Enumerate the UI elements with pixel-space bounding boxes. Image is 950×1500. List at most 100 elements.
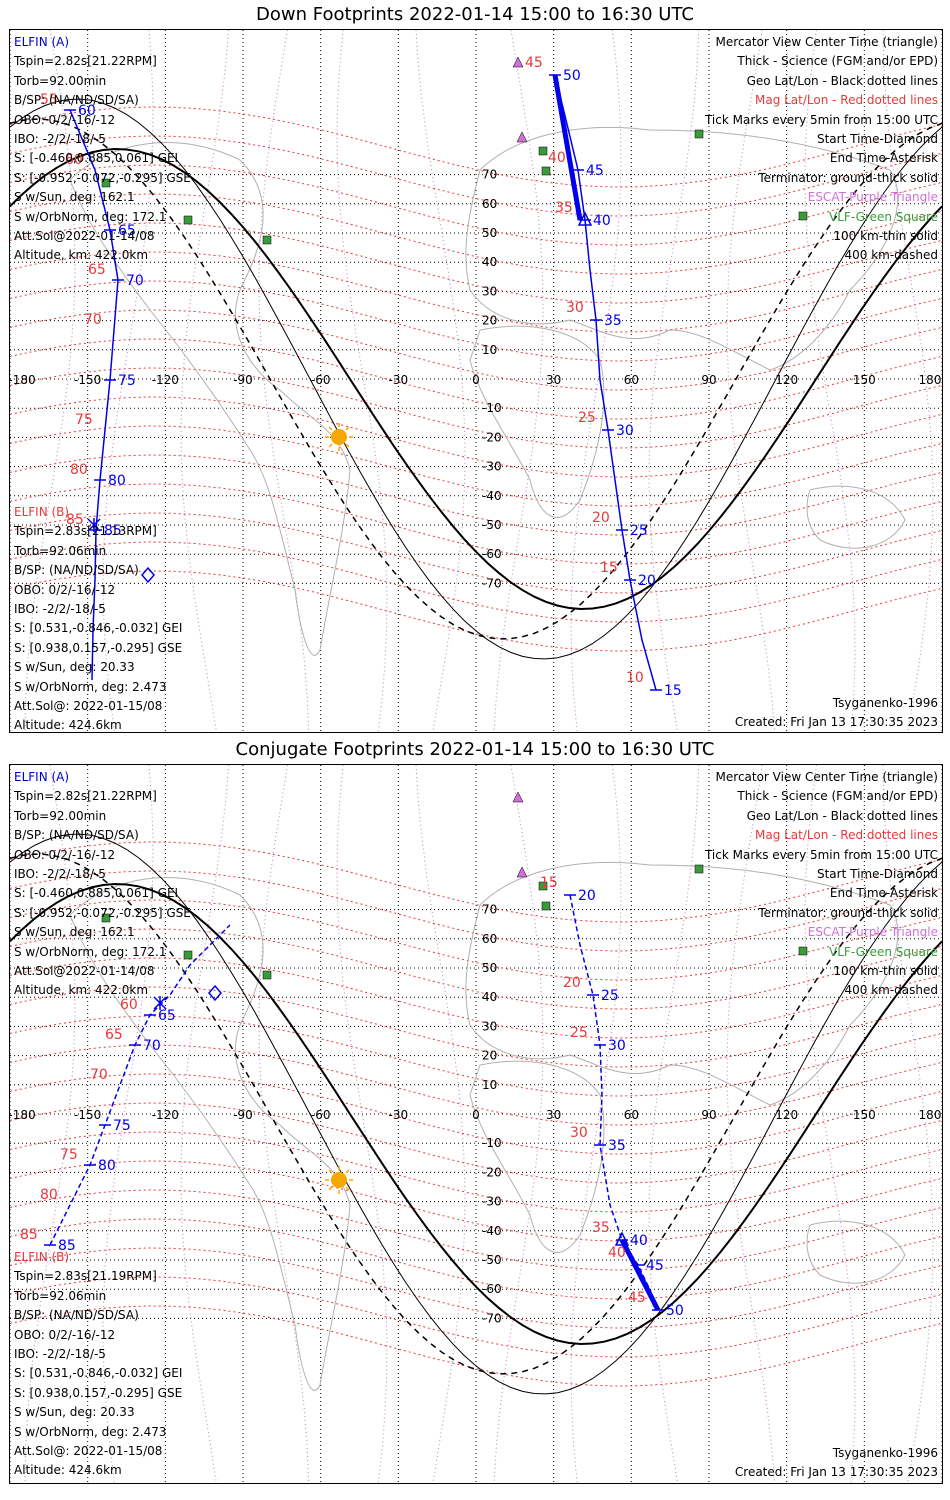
legend-item: Thick - Science (FGM and/or EPD) <box>737 54 938 69</box>
legend-item: ESCAT-Purple Triangle <box>807 190 938 205</box>
track-b-mag-label: 55 <box>40 92 58 108</box>
mag-grid-line <box>10 1073 942 1155</box>
info-line: B/SP: (NA/ND/SD/SA) <box>14 828 139 843</box>
info-line: OBO: 0/2/-16/-12 <box>14 112 116 127</box>
escat-triangle <box>516 866 528 878</box>
mag-grid-line <box>10 1015 942 1097</box>
track-b-time-label: 80 <box>98 1158 116 1174</box>
vlf-square <box>694 129 704 139</box>
legend-item: VLF-Green Square <box>829 209 938 224</box>
track-b-time-label: 65 <box>158 1008 176 1024</box>
lat-tick-label: -10 <box>482 1136 502 1150</box>
legend-item: Thick - Science (FGM and/or EPD) <box>737 789 938 804</box>
legend-item: 100 km-thin solid <box>833 963 938 978</box>
map-canvas-conjugate: -180 -150 -120 -90 -60 -30 0 30 60 90 120 150 180 70 6… <box>10 765 942 1483</box>
track-a-time-label: 20 <box>638 573 656 589</box>
info-line: OBO: 0/2/-16/-12 <box>14 582 116 597</box>
mag-grid-line <box>10 957 942 1039</box>
lon-tick-label: 0 <box>472 373 480 387</box>
mag-grid-line <box>10 309 942 391</box>
mag-meridian <box>648 765 700 1483</box>
info-line: B/SP: (NA/ND/SD/SA) <box>14 1308 139 1323</box>
sun-ray <box>328 426 333 431</box>
info-line: Tspin=2.82s[21.22RPM] <box>14 789 157 804</box>
mag-grid-line <box>10 1218 942 1300</box>
track-a-time-label: 40 <box>630 1233 648 1249</box>
track-a-time-label: 30 <box>608 1038 626 1054</box>
info-line: Tspin=2.82s[21.22RPM] <box>14 54 157 69</box>
mag-grid-line <box>10 135 942 217</box>
legend-item: End Time-Asterisk <box>829 151 938 166</box>
info-line: B/SP: (NA/ND/SD/SA) <box>14 93 139 108</box>
lat-tick-label: 30 <box>482 284 497 298</box>
mag-meridian <box>415 30 466 732</box>
lat-tick-label: 40 <box>482 990 497 1004</box>
vlf-square <box>538 881 548 891</box>
info-line: Altitude, km: 422.0km <box>14 983 149 998</box>
track-b-time-label: 85 <box>58 1238 76 1254</box>
info-line: OBO: 0/2/-16/-12 <box>14 1327 116 1342</box>
lat-tick-label: -60 <box>482 547 502 561</box>
info-line: IBO: -2/2/-18/-5 <box>14 131 106 146</box>
lat-tick-label: 30 <box>482 1019 497 1033</box>
mag-meridian <box>804 765 856 1483</box>
model-label: Tsyganenko-1996 <box>832 1446 938 1460</box>
track-a-time-label: 15 <box>664 683 682 699</box>
lon-tick-label: 90 <box>701 373 716 387</box>
sun-ray <box>328 1186 333 1191</box>
mag-grid-line <box>10 1276 942 1358</box>
lat-tick-label: -50 <box>482 1253 502 1267</box>
lat-tick-label: 60 <box>482 197 497 211</box>
info-line: IBO: -2/2/-18/-5 <box>14 866 106 881</box>
track-a-time-label: 20 <box>578 888 596 904</box>
vlf-square <box>262 235 272 245</box>
mag-grid-line <box>10 367 942 449</box>
mag-grid-line <box>10 1247 942 1329</box>
lat-tick-label: -30 <box>482 1195 502 1209</box>
legend-item: Mercator View Center Time (triangle) <box>715 770 938 784</box>
mag-meridian <box>24 30 76 732</box>
vlf-square <box>694 864 704 874</box>
mag-grid-line <box>10 1044 942 1126</box>
center-time-triangle <box>577 211 593 226</box>
info-line: OBO: 0/2/-16/-12 <box>14 847 116 862</box>
satellite-name: ELFIN (A) <box>14 35 70 49</box>
track-a-time-label: 25 <box>630 523 648 539</box>
mag-grid-line <box>10 1102 942 1184</box>
legend-item: 400 km-dashed <box>844 983 938 998</box>
legend-item: 400 km-dashed <box>844 248 938 263</box>
track-b-mag-label: 65 <box>88 262 106 278</box>
track-b-time-label: 70 <box>143 1038 161 1054</box>
escat-triangle <box>512 56 524 68</box>
lat-tick-label: 50 <box>482 226 497 240</box>
track-a-mag-label: 15 <box>600 560 618 576</box>
track-b-mag-label: 70 <box>84 312 102 328</box>
mag-meridian <box>336 30 388 732</box>
legend-item: Tick Marks every 5min from 15:00 UTC <box>704 847 938 862</box>
track-a-time-label: 45 <box>646 1258 664 1274</box>
center-time-triangle <box>614 1231 630 1246</box>
info-line: S w/Sun, deg: 20.33 <box>14 1405 135 1420</box>
track-a-mag-label: 25 <box>570 1025 588 1041</box>
mag-meridian <box>258 765 310 1483</box>
info-line: IBO: -2/2/-18/-5 <box>14 601 106 616</box>
legend: Mercator View Center Time (triangle) Thic… <box>705 33 938 266</box>
lon-tick-label: -30 <box>389 373 409 387</box>
mag-meridian <box>336 765 388 1483</box>
lon-tick-label: 120 <box>775 1108 798 1122</box>
track-b-time-label: 60 <box>78 103 96 119</box>
track-a-time-label: 30 <box>616 423 634 439</box>
track-b-mag-label: 85 <box>66 512 84 528</box>
vlf-square <box>538 146 548 156</box>
sun-ray <box>345 1186 350 1191</box>
terminator-ground <box>10 147 942 611</box>
track-a-mag-label: 40 <box>608 1245 626 1261</box>
track-a-mag-label: 30 <box>566 300 584 316</box>
mag-grid-line <box>10 454 942 536</box>
mag-grid-line <box>10 338 942 420</box>
lat-tick-label: -40 <box>482 1224 502 1238</box>
track-b-time-label: 70 <box>126 273 144 289</box>
track-a-mag-label: 15 <box>540 875 558 891</box>
info-line: S: [-0.460,0.885,0.061] GEI <box>14 151 179 166</box>
legend-item: Terminator: ground-thick solid <box>758 170 938 185</box>
